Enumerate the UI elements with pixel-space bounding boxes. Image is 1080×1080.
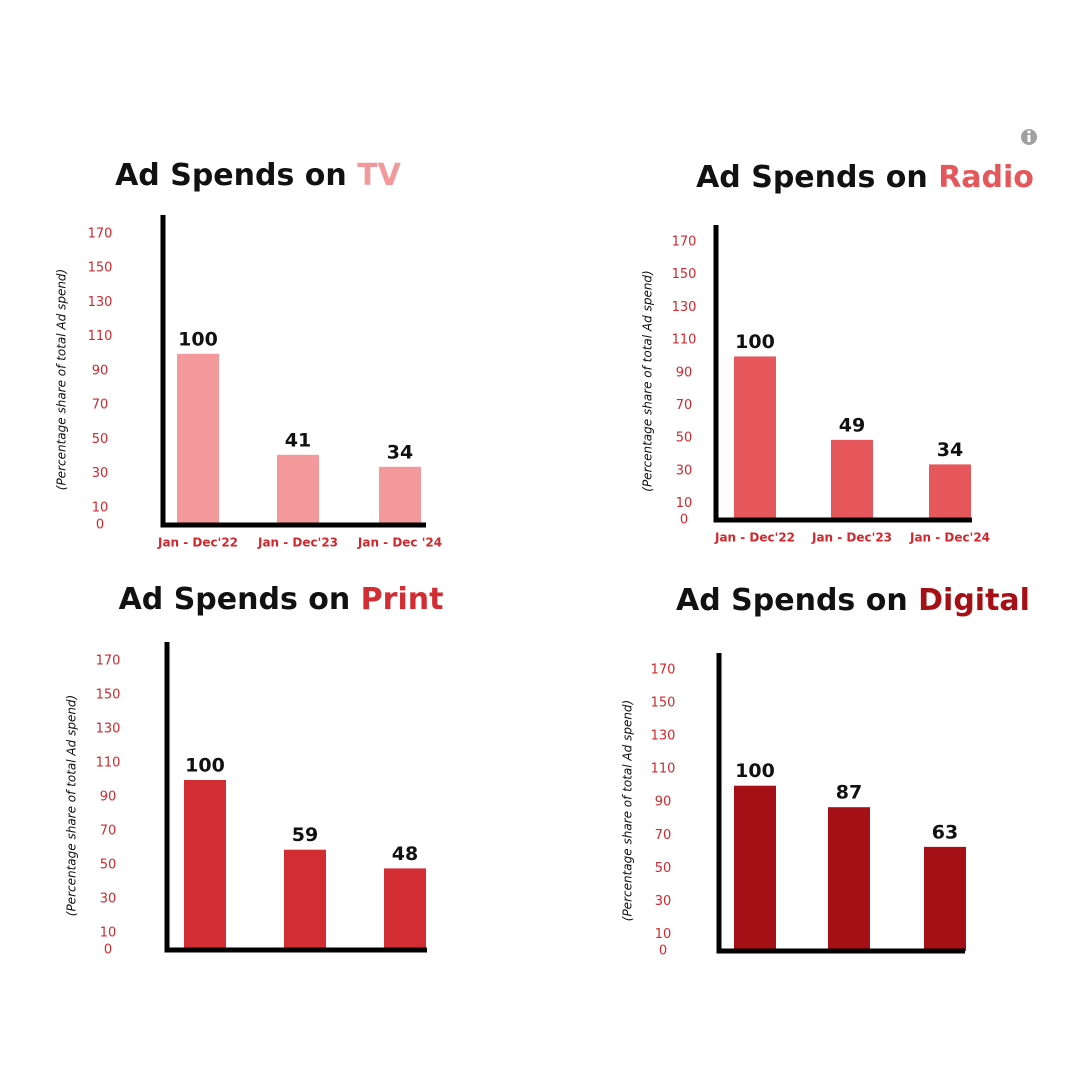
title-highlight: Print [361, 582, 444, 617]
y-tick-label: 30 [100, 892, 117, 907]
x-tick-label: Jan - Dec '24 [357, 536, 442, 550]
y-tick-label: 70 [655, 828, 672, 843]
value-label: 87 [836, 782, 862, 804]
value-label: 59 [292, 824, 318, 846]
bar [734, 785, 776, 951]
y-tick-label: 130 [672, 300, 697, 315]
y-tick-label: 10 [655, 927, 672, 942]
y-tick-label: 130 [651, 729, 676, 744]
title-text: Ad Spends on [119, 582, 361, 617]
value-label: 41 [285, 429, 311, 451]
value-label: 100 [178, 328, 218, 350]
y-tick-label: 170 [96, 654, 121, 669]
y-tick-label: 90 [100, 790, 117, 805]
y-tick-label: 0 [659, 944, 667, 959]
y-tick-label: 130 [96, 722, 121, 737]
y-tick-label: 30 [92, 466, 109, 481]
chart: Ad Spends on Print (Percentage share of t… [65, 582, 444, 958]
chart: Ad Spends on TV (Percentage share of tota… [55, 158, 443, 550]
value-label: 48 [392, 843, 418, 865]
title-highlight: Digital [918, 583, 1030, 618]
bar [277, 454, 319, 525]
y-tick-label: 170 [651, 663, 676, 678]
y-tick-label: 150 [96, 688, 121, 703]
bar [929, 464, 971, 520]
y-tick-label: 70 [92, 398, 109, 413]
y-tick-label: 0 [104, 943, 112, 958]
y-tick-label: 0 [680, 513, 688, 528]
y-tick-label: 10 [100, 926, 117, 941]
y-axis-label: (Percentage share of total Ad spend) [65, 695, 79, 916]
value-label: 100 [735, 331, 775, 353]
bar [734, 356, 776, 520]
title-text: Ad Spends on [115, 158, 357, 193]
y-tick-label: 30 [676, 463, 693, 478]
x-tick-label: Jan - Dec'23 [257, 536, 338, 550]
y-tick-label: 110 [672, 333, 697, 348]
y-axis-label: (Percentage share of total Ad spend) [55, 269, 69, 490]
chart-title: Ad Spends on TV [115, 158, 402, 193]
info-icon [1021, 129, 1037, 145]
y-tick-label: 170 [88, 227, 113, 242]
value-label: 34 [387, 441, 413, 463]
title-highlight: Radio [938, 160, 1034, 195]
bar [831, 439, 873, 520]
y-tick-label: 50 [92, 432, 109, 447]
y-tick-label: 110 [96, 756, 121, 771]
y-tick-label: 0 [96, 518, 104, 533]
title-text: Ad Spends on [696, 160, 938, 195]
y-tick-label: 50 [676, 431, 693, 446]
chart: Ad Spends on Radio (Percentage share of t… [641, 160, 1034, 545]
bar [379, 466, 421, 525]
title-highlight: TV [357, 158, 401, 193]
y-tick-label: 150 [651, 696, 676, 711]
y-tick-label: 150 [88, 261, 113, 276]
y-tick-label: 90 [676, 365, 693, 380]
x-tick-label: Jan - Dec'22 [714, 531, 795, 545]
y-tick-label: 10 [676, 496, 693, 511]
chart-title: Ad Spends on Print [119, 582, 444, 617]
value-label: 100 [735, 760, 775, 782]
y-tick-label: 90 [92, 363, 109, 378]
bar [924, 846, 966, 951]
y-tick-label: 50 [100, 858, 117, 873]
y-tick-label: 130 [88, 295, 113, 310]
y-tick-label: 150 [672, 267, 697, 282]
y-tick-label: 10 [92, 500, 109, 515]
y-tick-label: 50 [655, 861, 672, 876]
y-tick-label: 110 [651, 762, 676, 777]
value-label: 63 [932, 821, 958, 843]
y-tick-label: 70 [676, 398, 693, 413]
bar [184, 780, 226, 950]
bar [177, 353, 219, 525]
y-tick-label: 90 [655, 795, 672, 810]
x-tick-label: Jan - Dec'22 [157, 536, 238, 550]
y-tick-label: 30 [655, 894, 672, 909]
x-tick-label: Jan - Dec'24 [909, 531, 990, 545]
value-label: 49 [839, 414, 865, 436]
bar [828, 807, 870, 951]
bar [284, 849, 326, 950]
chart-title: Ad Spends on Radio [696, 160, 1034, 195]
chart: Ad Spends on Digital (Percentage share of… [621, 583, 1030, 959]
value-label: 34 [937, 439, 963, 461]
y-axis-label: (Percentage share of total Ad spend) [641, 270, 655, 491]
y-tick-label: 170 [672, 235, 697, 250]
chart-title: Ad Spends on Digital [676, 583, 1030, 618]
bar [384, 868, 426, 950]
x-tick-label: Jan - Dec'23 [811, 531, 892, 545]
title-text: Ad Spends on [676, 583, 918, 618]
y-tick-label: 110 [88, 329, 113, 344]
y-axis-label: (Percentage share of total Ad spend) [621, 700, 635, 921]
value-label: 100 [185, 755, 225, 777]
y-tick-label: 70 [100, 824, 117, 839]
